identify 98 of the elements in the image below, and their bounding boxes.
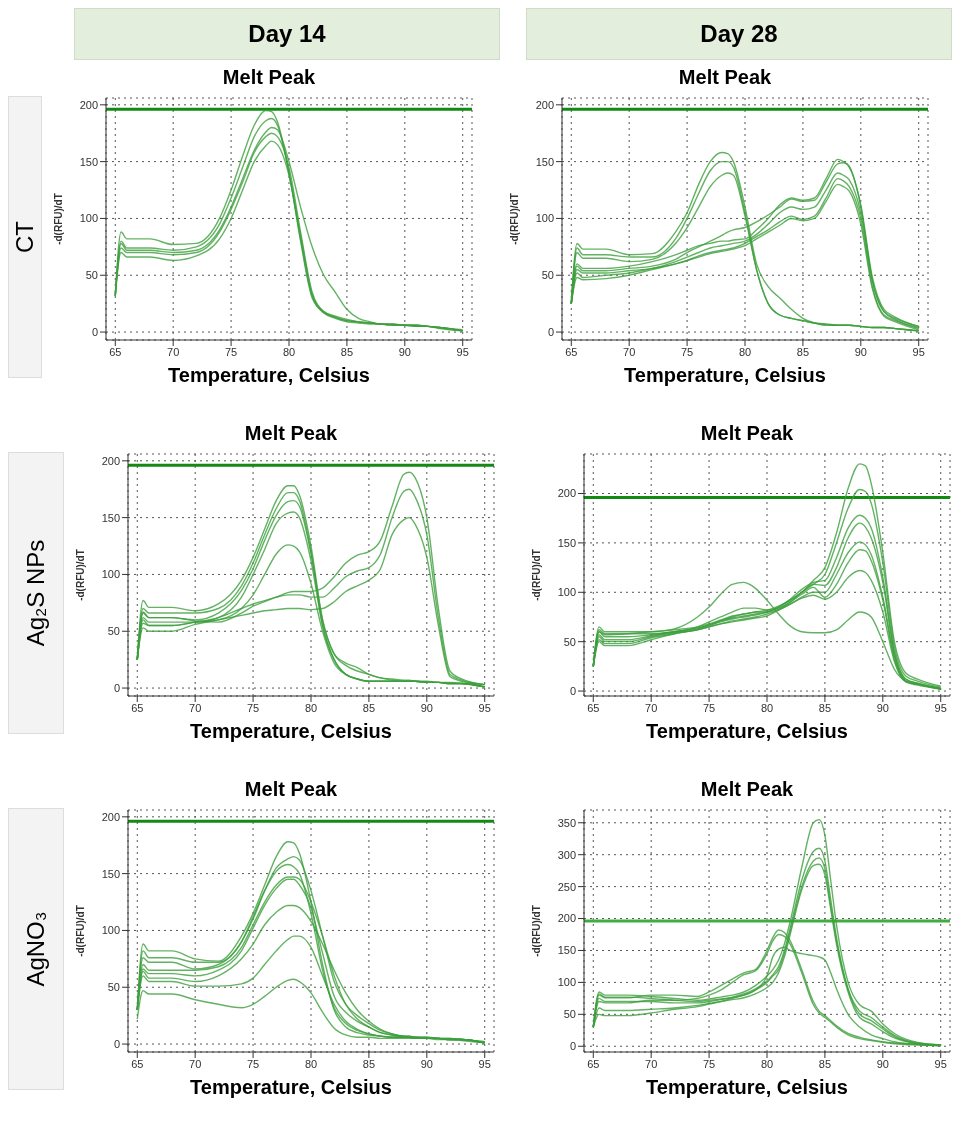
y-tick-label: 100 bbox=[101, 568, 120, 581]
x-tick-label: 65 bbox=[565, 345, 578, 358]
x-tick-label: 75 bbox=[702, 1057, 716, 1070]
chart-title: Melt Peak bbox=[222, 66, 316, 88]
x-tick-label: 70 bbox=[167, 345, 180, 358]
x-tick-label: 85 bbox=[362, 701, 376, 714]
x-tick-label: 95 bbox=[912, 345, 925, 358]
y-tick-label: 350 bbox=[557, 816, 576, 829]
text: Ag₂S NPs bbox=[22, 539, 49, 647]
x-tick-label: 95 bbox=[478, 1057, 491, 1070]
y-tick-label: 200 bbox=[557, 912, 576, 925]
x-tick-label: 75 bbox=[702, 701, 716, 714]
x-tick-label: 65 bbox=[587, 1057, 600, 1070]
y-axis-title: -d(RFU)/dT bbox=[52, 193, 64, 245]
y-tick-label: 50 bbox=[107, 625, 120, 638]
y-axis-title: -d(RFU)/dT bbox=[74, 549, 86, 601]
y-tick-label: 50 bbox=[563, 635, 576, 648]
y-tick-label: 50 bbox=[85, 269, 98, 282]
x-tick-label: 80 bbox=[304, 1057, 318, 1070]
x-axis-title: Temperature, Celsius bbox=[168, 364, 370, 386]
x-axis-title: Temperature, Celsius bbox=[190, 1076, 392, 1098]
chart-title: Melt Peak bbox=[678, 66, 772, 88]
chart-title: Melt Peak bbox=[700, 422, 794, 444]
y-tick-label: 100 bbox=[79, 212, 98, 225]
y-tick-label: 300 bbox=[557, 848, 576, 861]
x-tick-label: 95 bbox=[478, 701, 491, 714]
x-tick-label: 80 bbox=[760, 701, 774, 714]
y-axis-title: -d(RFU)/dT bbox=[530, 549, 542, 601]
y-tick-label: 150 bbox=[101, 867, 120, 880]
x-tick-label: 90 bbox=[420, 701, 433, 714]
x-tick-label: 80 bbox=[304, 701, 318, 714]
y-tick-label: 200 bbox=[101, 454, 120, 467]
x-tick-label: 85 bbox=[818, 701, 832, 714]
chart-title: Melt Peak bbox=[244, 422, 338, 444]
y-tick-label: 50 bbox=[541, 269, 554, 282]
x-tick-label: 65 bbox=[131, 701, 144, 714]
y-axis-title: -d(RFU)/dT bbox=[508, 193, 520, 245]
y-tick-label: 150 bbox=[557, 536, 576, 549]
x-tick-label: 90 bbox=[854, 345, 867, 358]
chart-title: Melt Peak bbox=[244, 778, 338, 800]
x-tick-label: 75 bbox=[680, 345, 694, 358]
text: Day 28 bbox=[700, 20, 778, 48]
y-tick-label: 200 bbox=[535, 98, 554, 111]
y-tick-label: 150 bbox=[79, 155, 98, 168]
y-tick-label: 50 bbox=[107, 981, 120, 994]
y-tick-label: 0 bbox=[569, 684, 576, 697]
x-tick-label: 75 bbox=[246, 1057, 260, 1070]
y-tick-label: 0 bbox=[113, 681, 120, 694]
text: CT bbox=[11, 221, 38, 253]
y-tick-label: 150 bbox=[535, 155, 554, 168]
y-tick-label: 200 bbox=[557, 487, 576, 500]
y-tick-label: 150 bbox=[557, 944, 576, 957]
y-tick-label: 100 bbox=[557, 586, 576, 599]
y-tick-label: 150 bbox=[101, 511, 120, 524]
x-tick-label: 90 bbox=[876, 1057, 889, 1070]
x-tick-label: 85 bbox=[796, 345, 810, 358]
y-tick-label: 200 bbox=[79, 98, 98, 111]
y-axis-title: -d(RFU)/dT bbox=[530, 905, 542, 957]
x-tick-label: 95 bbox=[934, 701, 947, 714]
x-tick-label: 70 bbox=[189, 1057, 202, 1070]
x-tick-label: 95 bbox=[934, 1057, 947, 1070]
x-tick-label: 65 bbox=[131, 1057, 144, 1070]
y-tick-label: 0 bbox=[569, 1040, 576, 1053]
x-tick-label: 85 bbox=[362, 1057, 376, 1070]
x-tick-label: 75 bbox=[246, 701, 260, 714]
x-axis-title: Temperature, Celsius bbox=[190, 720, 392, 742]
x-tick-label: 85 bbox=[818, 1057, 832, 1070]
y-tick-label: 100 bbox=[557, 976, 576, 989]
x-tick-label: 65 bbox=[109, 345, 122, 358]
x-tick-label: 90 bbox=[420, 1057, 433, 1070]
x-axis-title: Temperature, Celsius bbox=[646, 720, 848, 742]
x-tick-label: 95 bbox=[456, 345, 469, 358]
x-tick-label: 80 bbox=[738, 345, 752, 358]
y-tick-label: 0 bbox=[91, 325, 98, 338]
y-tick-label: 50 bbox=[563, 1008, 576, 1021]
x-tick-label: 85 bbox=[340, 345, 354, 358]
x-tick-label: 65 bbox=[587, 701, 600, 714]
x-tick-label: 90 bbox=[398, 345, 411, 358]
y-tick-label: 200 bbox=[101, 810, 120, 823]
x-tick-label: 70 bbox=[645, 1057, 658, 1070]
y-axis-title: -d(RFU)/dT bbox=[74, 905, 86, 957]
x-tick-label: 80 bbox=[760, 1057, 774, 1070]
x-tick-label: 70 bbox=[645, 701, 658, 714]
x-tick-label: 90 bbox=[876, 701, 889, 714]
y-tick-label: 0 bbox=[113, 1037, 120, 1050]
x-axis-title: Temperature, Celsius bbox=[646, 1076, 848, 1098]
x-tick-label: 80 bbox=[282, 345, 296, 358]
x-tick-label: 70 bbox=[623, 345, 636, 358]
text: Day 14 bbox=[248, 20, 326, 48]
y-tick-label: 250 bbox=[557, 880, 576, 893]
y-tick-label: 100 bbox=[535, 212, 554, 225]
x-tick-label: 75 bbox=[224, 345, 238, 358]
chart-title: Melt Peak bbox=[700, 778, 794, 800]
x-axis-title: Temperature, Celsius bbox=[624, 364, 826, 386]
text: AgNO₃ bbox=[22, 911, 50, 987]
x-tick-label: 70 bbox=[189, 701, 202, 714]
y-tick-label: 0 bbox=[547, 325, 554, 338]
y-tick-label: 100 bbox=[101, 924, 120, 937]
